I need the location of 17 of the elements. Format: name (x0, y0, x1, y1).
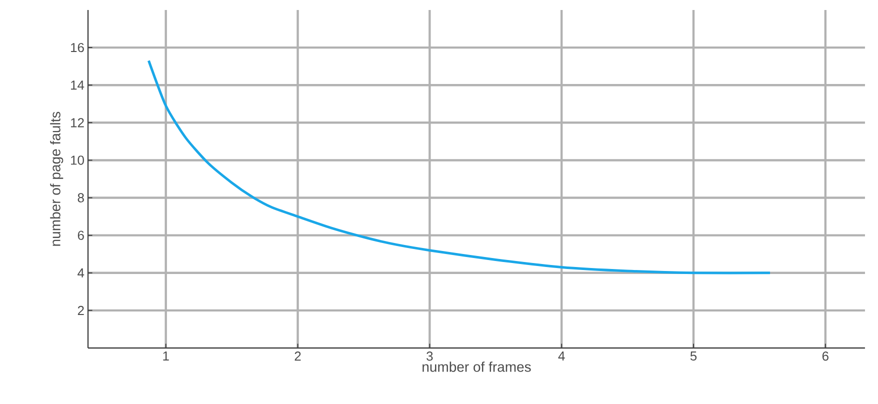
y-tick-label: 14 (71, 80, 84, 90)
x-tick-label: 4 (558, 352, 565, 360)
y-tick-label: 6 (78, 230, 84, 240)
x-tick-label: 5 (690, 352, 697, 361)
x-tick-label: 3 (426, 352, 433, 361)
x-tick-label: 6 (822, 352, 828, 361)
y-tick-label: 8 (78, 193, 84, 202)
line-series (147, 59, 772, 274)
y-axis-title: number of page faults (50, 112, 64, 246)
x-axis-title: number of frames (422, 362, 531, 372)
y-tick-label: 12 (71, 118, 84, 128)
y-tick-label: 16 (71, 42, 84, 52)
y-tick-label: 4 (78, 268, 84, 278)
y-tick-label: 2 (78, 306, 84, 315)
x-tick-label: 2 (294, 352, 301, 361)
y-tick-label: 10 (71, 156, 84, 165)
x-tick-label: 1 (163, 352, 169, 360)
